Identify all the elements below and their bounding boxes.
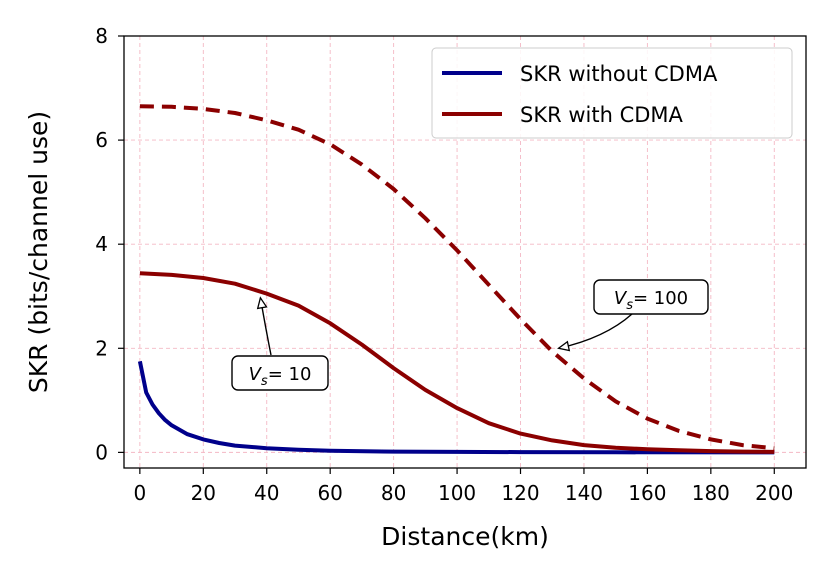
annotation-text-vs-10: Vs= 10 <box>249 364 312 389</box>
x-tick-label: 80 <box>381 481 406 505</box>
annotation-sub-vs-10: s <box>261 374 268 389</box>
y-tick-label: 8 <box>95 24 108 48</box>
series-line-without-cdma <box>137 360 775 455</box>
x-tick-label: 180 <box>692 481 730 505</box>
plot-frame <box>123 35 807 469</box>
annotation-box-vs-10 <box>231 355 329 391</box>
axis-ticks: 0 20 40 60 80 100 120 140 160 180 200 0 2 4 6 8 <box>95 24 793 505</box>
y-tick-label: 6 <box>95 128 108 152</box>
x-tick-label: 40 <box>254 481 279 505</box>
x-tick-label: 60 <box>317 481 342 505</box>
plot-series <box>137 104 775 455</box>
legend: SKR without CDMA SKR with CDMA <box>431 47 793 139</box>
annotation-text-vs-100: Vs= 100 <box>614 288 688 313</box>
y-axis-title: SKR (bits/channel use) <box>24 111 53 393</box>
annotation-arrowhead-vs-100 <box>557 340 571 352</box>
y-tick-label: 4 <box>95 232 108 256</box>
annotation-v-vs-100: V <box>614 288 628 309</box>
legend-box <box>431 47 793 139</box>
y-tick-label: 2 <box>95 336 108 360</box>
annotation-vs-100: Vs= 100 <box>557 279 709 352</box>
legend-label-with-cdma: SKR with CDMA <box>520 103 684 127</box>
annotation-box-vs-100 <box>593 279 709 315</box>
x-tick-label: 200 <box>755 481 793 505</box>
series-line-with-cdma-vs10 <box>139 271 775 454</box>
y-tick-label: 0 <box>95 440 108 464</box>
annotation-sub-vs-100: s <box>626 298 633 313</box>
x-tick-label: 140 <box>565 481 603 505</box>
annotation-arrow-vs-100 <box>558 313 633 349</box>
x-tick-label: 100 <box>438 481 476 505</box>
legend-label-without-cdma: SKR without CDMA <box>520 62 718 86</box>
annotation-vs-10: Vs= 10 <box>231 296 329 391</box>
x-tick-label: 120 <box>501 481 539 505</box>
x-tick-label: 0 <box>133 481 146 505</box>
x-axis-title: Distance(km) <box>381 522 549 551</box>
annotation-v-vs-10: V <box>249 364 263 385</box>
annotation-arrowhead-vs-10 <box>256 296 268 310</box>
x-tick-label: 20 <box>191 481 216 505</box>
x-tick-label: 160 <box>628 481 666 505</box>
annotation-val-vs-100: = 100 <box>633 288 688 309</box>
series-line-with-cdma-vs100 <box>139 104 775 451</box>
annotation-val-vs-10: = 10 <box>268 364 312 385</box>
